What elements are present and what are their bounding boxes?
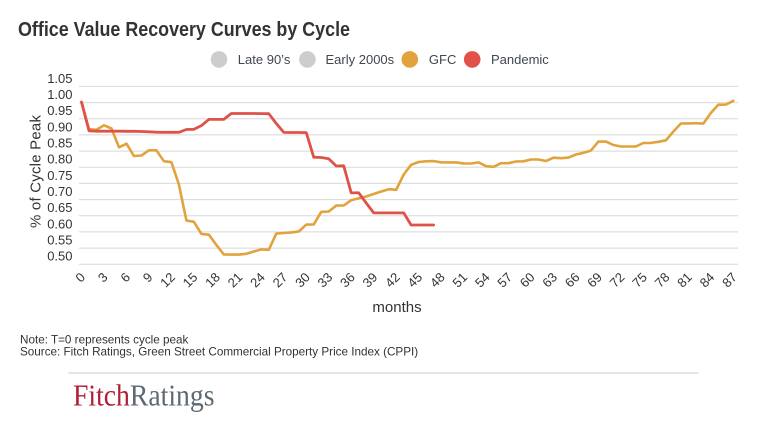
svg-text:GFC: GFC [429, 52, 456, 67]
svg-text:1.05: 1.05 [47, 71, 72, 86]
svg-text:0.50: 0.50 [47, 249, 72, 264]
svg-text:Early 2000s: Early 2000s [326, 52, 395, 67]
svg-text:1.00: 1.00 [47, 87, 72, 102]
svg-text:FitchRatings: FitchRatings [73, 377, 215, 412]
svg-text:Note: T=0 represents cycle pea: Note: T=0 represents cycle peak [20, 334, 189, 347]
svg-text:Source: Fitch Ratings, Green S: Source: Fitch Ratings, Green Street Comm… [20, 346, 418, 359]
svg-text:0.90: 0.90 [47, 119, 72, 134]
svg-text:0.70: 0.70 [47, 184, 72, 199]
svg-text:0.85: 0.85 [47, 136, 72, 151]
svg-text:Late 90’s: Late 90’s [238, 52, 291, 67]
svg-text:Pandemic: Pandemic [491, 52, 549, 67]
svg-text:0.60: 0.60 [47, 216, 72, 231]
svg-text:0.65: 0.65 [47, 200, 72, 215]
svg-text:0.75: 0.75 [47, 168, 72, 183]
svg-text:Office Value Recovery Curves b: Office Value Recovery Curves by Cycle [18, 18, 350, 41]
svg-text:0.55: 0.55 [47, 233, 72, 248]
svg-text:0.95: 0.95 [47, 103, 72, 118]
svg-text:0.80: 0.80 [47, 152, 72, 167]
svg-text:months: months [372, 299, 421, 316]
svg-text:% of Cycle Peak: % of Cycle Peak [28, 115, 45, 229]
